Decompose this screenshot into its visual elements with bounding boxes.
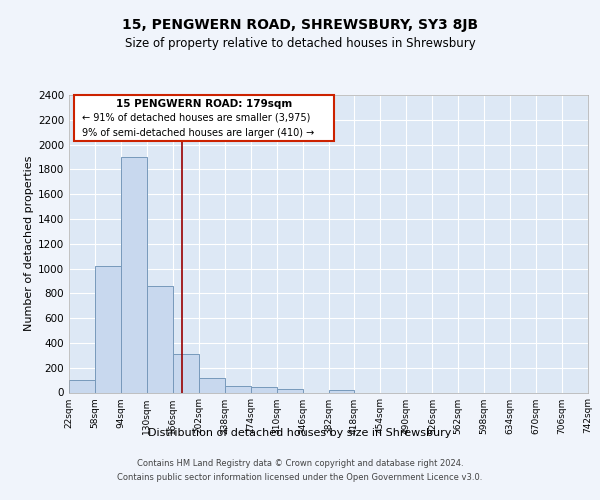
Text: Distribution of detached houses by size in Shrewsbury: Distribution of detached houses by size … [148,428,452,438]
Bar [251,387,277,392]
Bar [173,354,199,393]
Bar [329,390,355,392]
Bar [277,390,302,392]
Text: Contains public sector information licensed under the Open Government Licence v3: Contains public sector information licen… [118,473,482,482]
Text: 15 PENGWERN ROAD: 179sqm: 15 PENGWERN ROAD: 179sqm [116,100,292,110]
Bar [95,266,121,392]
Bar [147,286,173,393]
Text: ← 91% of detached houses are smaller (3,975): ← 91% of detached houses are smaller (3,… [82,112,310,122]
Bar [121,157,147,392]
Text: Contains HM Land Registry data © Crown copyright and database right 2024.: Contains HM Land Registry data © Crown c… [137,460,463,468]
FancyBboxPatch shape [74,95,334,141]
Bar [199,378,224,392]
Bar [69,380,95,392]
Text: Size of property relative to detached houses in Shrewsbury: Size of property relative to detached ho… [125,38,475,51]
Text: 9% of semi-detached houses are larger (410) →: 9% of semi-detached houses are larger (4… [82,128,314,138]
Text: 15, PENGWERN ROAD, SHREWSBURY, SY3 8JB: 15, PENGWERN ROAD, SHREWSBURY, SY3 8JB [122,18,478,32]
Bar [224,386,251,392]
Y-axis label: Number of detached properties: Number of detached properties [24,156,34,332]
